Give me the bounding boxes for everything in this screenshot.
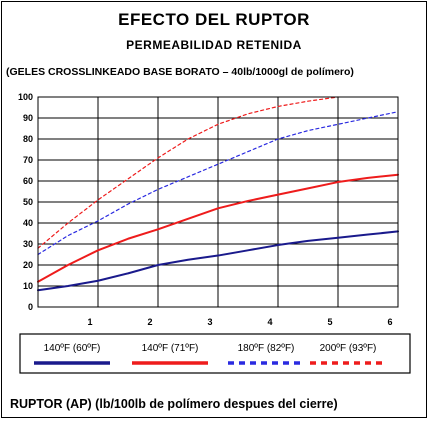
y-tick-label: 80 (23, 134, 33, 144)
y-tick-labels: 0 10 20 30 40 50 60 70 80 90 100 (18, 92, 33, 312)
x-tick-label: 4 (267, 317, 272, 327)
legend-label-4: 200ºF (93ºF) (320, 343, 377, 354)
x-tick-label: 5 (327, 317, 332, 327)
x-tick-label: 3 (207, 317, 212, 327)
legend: 140ºF (60ºF) 140ºF (71ºF) 180ºF (82ºF) 200º… (19, 333, 411, 374)
series-line-3 (37, 111, 399, 256)
series-lines (37, 96, 399, 292)
x-tick-label: 6 (387, 317, 392, 327)
series-line-4 (37, 96, 339, 249)
y-tick-label: 90 (23, 113, 33, 123)
chart-subtitle: PERMEABILIDAD RETENIDA (126, 38, 302, 52)
x-tick-labels: 1 2 3 4 5 6 (87, 317, 392, 327)
y-tick-label: 10 (23, 281, 33, 291)
legend-label-1: 140ºF (60ºF) (44, 343, 101, 354)
x-tick-label: 1 (87, 317, 92, 327)
plot-area-border (37, 96, 399, 308)
y-tick-label: 40 (23, 218, 33, 228)
y-tick-label: 70 (23, 155, 33, 165)
grid-lines (38, 96, 399, 308)
y-tick-label: 60 (23, 176, 33, 186)
chart-title: EFECTO DEL RUPTOR (118, 10, 310, 29)
y-tick-label: 30 (23, 239, 33, 249)
y-tick-label: 20 (23, 260, 33, 270)
y-tick-label: 0 (28, 302, 33, 312)
chart-subtitle-conditions: (GELES CROSSLINKEADO BASE BORATO – 40lb/… (6, 66, 354, 78)
y-tick-label: 100 (18, 92, 33, 102)
legend-label-2: 140ºF (71ºF) (142, 343, 199, 354)
series-line-1 (37, 230, 399, 292)
legend-label-3: 180ºF (82ºF) (238, 343, 295, 354)
x-axis-label: RUPTOR (AP) (lb/100lb de polímero despue… (10, 397, 338, 411)
series-line-2 (37, 173, 399, 283)
y-tick-label: 50 (23, 197, 33, 207)
legend-box (19, 333, 411, 374)
x-tick-label: 2 (147, 317, 152, 327)
